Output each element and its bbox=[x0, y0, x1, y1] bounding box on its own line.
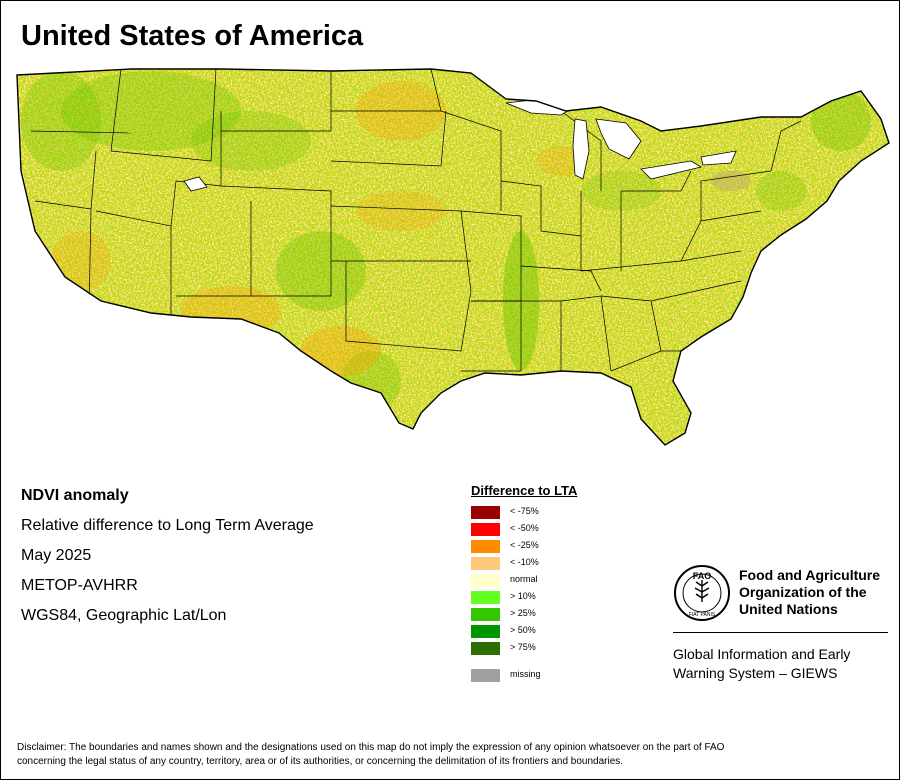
legend-label: < -10% bbox=[510, 557, 539, 567]
legend-swatch bbox=[471, 540, 500, 553]
legend-label: > 25% bbox=[510, 608, 536, 618]
legend-item-gt-25: > 25% bbox=[471, 606, 577, 623]
legend-swatch bbox=[471, 608, 500, 621]
product-description: Relative difference to Long Term Average bbox=[21, 517, 314, 534]
legend-item-lt-75: < -75% bbox=[471, 504, 577, 521]
legend-swatch bbox=[471, 669, 500, 682]
fao-name-line1: Food and Agriculture bbox=[739, 567, 881, 583]
giews-name: Global Information and Early Warning Sys… bbox=[673, 645, 888, 683]
legend-title: Difference to LTA bbox=[471, 483, 578, 498]
disclaimer-line2: concerning the legal status of any count… bbox=[17, 756, 624, 767]
legend-label: > 75% bbox=[510, 642, 536, 652]
legend-swatch bbox=[471, 574, 500, 587]
fao-name-line2: Organization of the bbox=[739, 584, 867, 600]
legend-swatch bbox=[471, 506, 500, 519]
legend-label: > 50% bbox=[510, 625, 536, 635]
usa-ndvi-map bbox=[16, 68, 890, 446]
legend-item-lt-10: < -10% bbox=[471, 555, 577, 572]
legend-item-lt-25: < -25% bbox=[471, 538, 577, 555]
legend-swatch bbox=[471, 557, 500, 570]
map-title: United States of America bbox=[21, 20, 364, 52]
legend-item-gt-75: > 75% bbox=[471, 640, 577, 657]
ndvi-raster bbox=[17, 69, 889, 445]
product-period: May 2025 bbox=[21, 547, 92, 564]
legend: Difference to LTA < -75% < -50% < -25% <… bbox=[471, 483, 577, 684]
legend-label: > 10% bbox=[510, 591, 536, 601]
legend-label: < -50% bbox=[510, 523, 539, 533]
disclaimer-line1: Disclaimer: The boundaries and names sho… bbox=[17, 742, 725, 753]
legend-item-normal: normal bbox=[471, 572, 577, 589]
legend-swatch bbox=[471, 591, 500, 604]
legend-label: < -75% bbox=[510, 506, 539, 516]
map-info: NDVI anomaly Relative difference to Long… bbox=[21, 487, 314, 637]
legend-item-gt-50: > 50% bbox=[471, 623, 577, 640]
legend-swatch bbox=[471, 523, 500, 536]
giews-line1: Global Information and Early bbox=[673, 646, 851, 662]
product-name: NDVI anomaly bbox=[21, 487, 129, 504]
fao-logo-motto: FIAT PANIS bbox=[689, 612, 716, 618]
fao-name: Food and Agriculture Organization of the… bbox=[739, 567, 889, 618]
fao-divider bbox=[673, 632, 888, 633]
fao-name-line3: United Nations bbox=[739, 601, 838, 617]
product-projection: WGS84, Geographic Lat/Lon bbox=[21, 607, 227, 624]
legend-label: missing bbox=[510, 669, 541, 679]
legend-label: normal bbox=[510, 574, 538, 584]
legend-item-gt-10: > 10% bbox=[471, 589, 577, 606]
legend-label: < -25% bbox=[510, 540, 539, 550]
giews-line2: Warning System – GIEWS bbox=[673, 665, 838, 681]
legend-swatch bbox=[471, 642, 500, 655]
legend-swatch bbox=[471, 625, 500, 638]
legend-item-lt-50: < -50% bbox=[471, 521, 577, 538]
fao-logo: FAO FIAT PANIS bbox=[674, 565, 730, 621]
state-boundaries bbox=[30, 69, 802, 372]
legend-item-missing: missing bbox=[471, 667, 577, 684]
fao-logo-text: FAO bbox=[693, 571, 712, 581]
product-sensor: METOP-AVHRR bbox=[21, 577, 138, 594]
disclaimer: Disclaimer: The boundaries and names sho… bbox=[17, 741, 887, 769]
